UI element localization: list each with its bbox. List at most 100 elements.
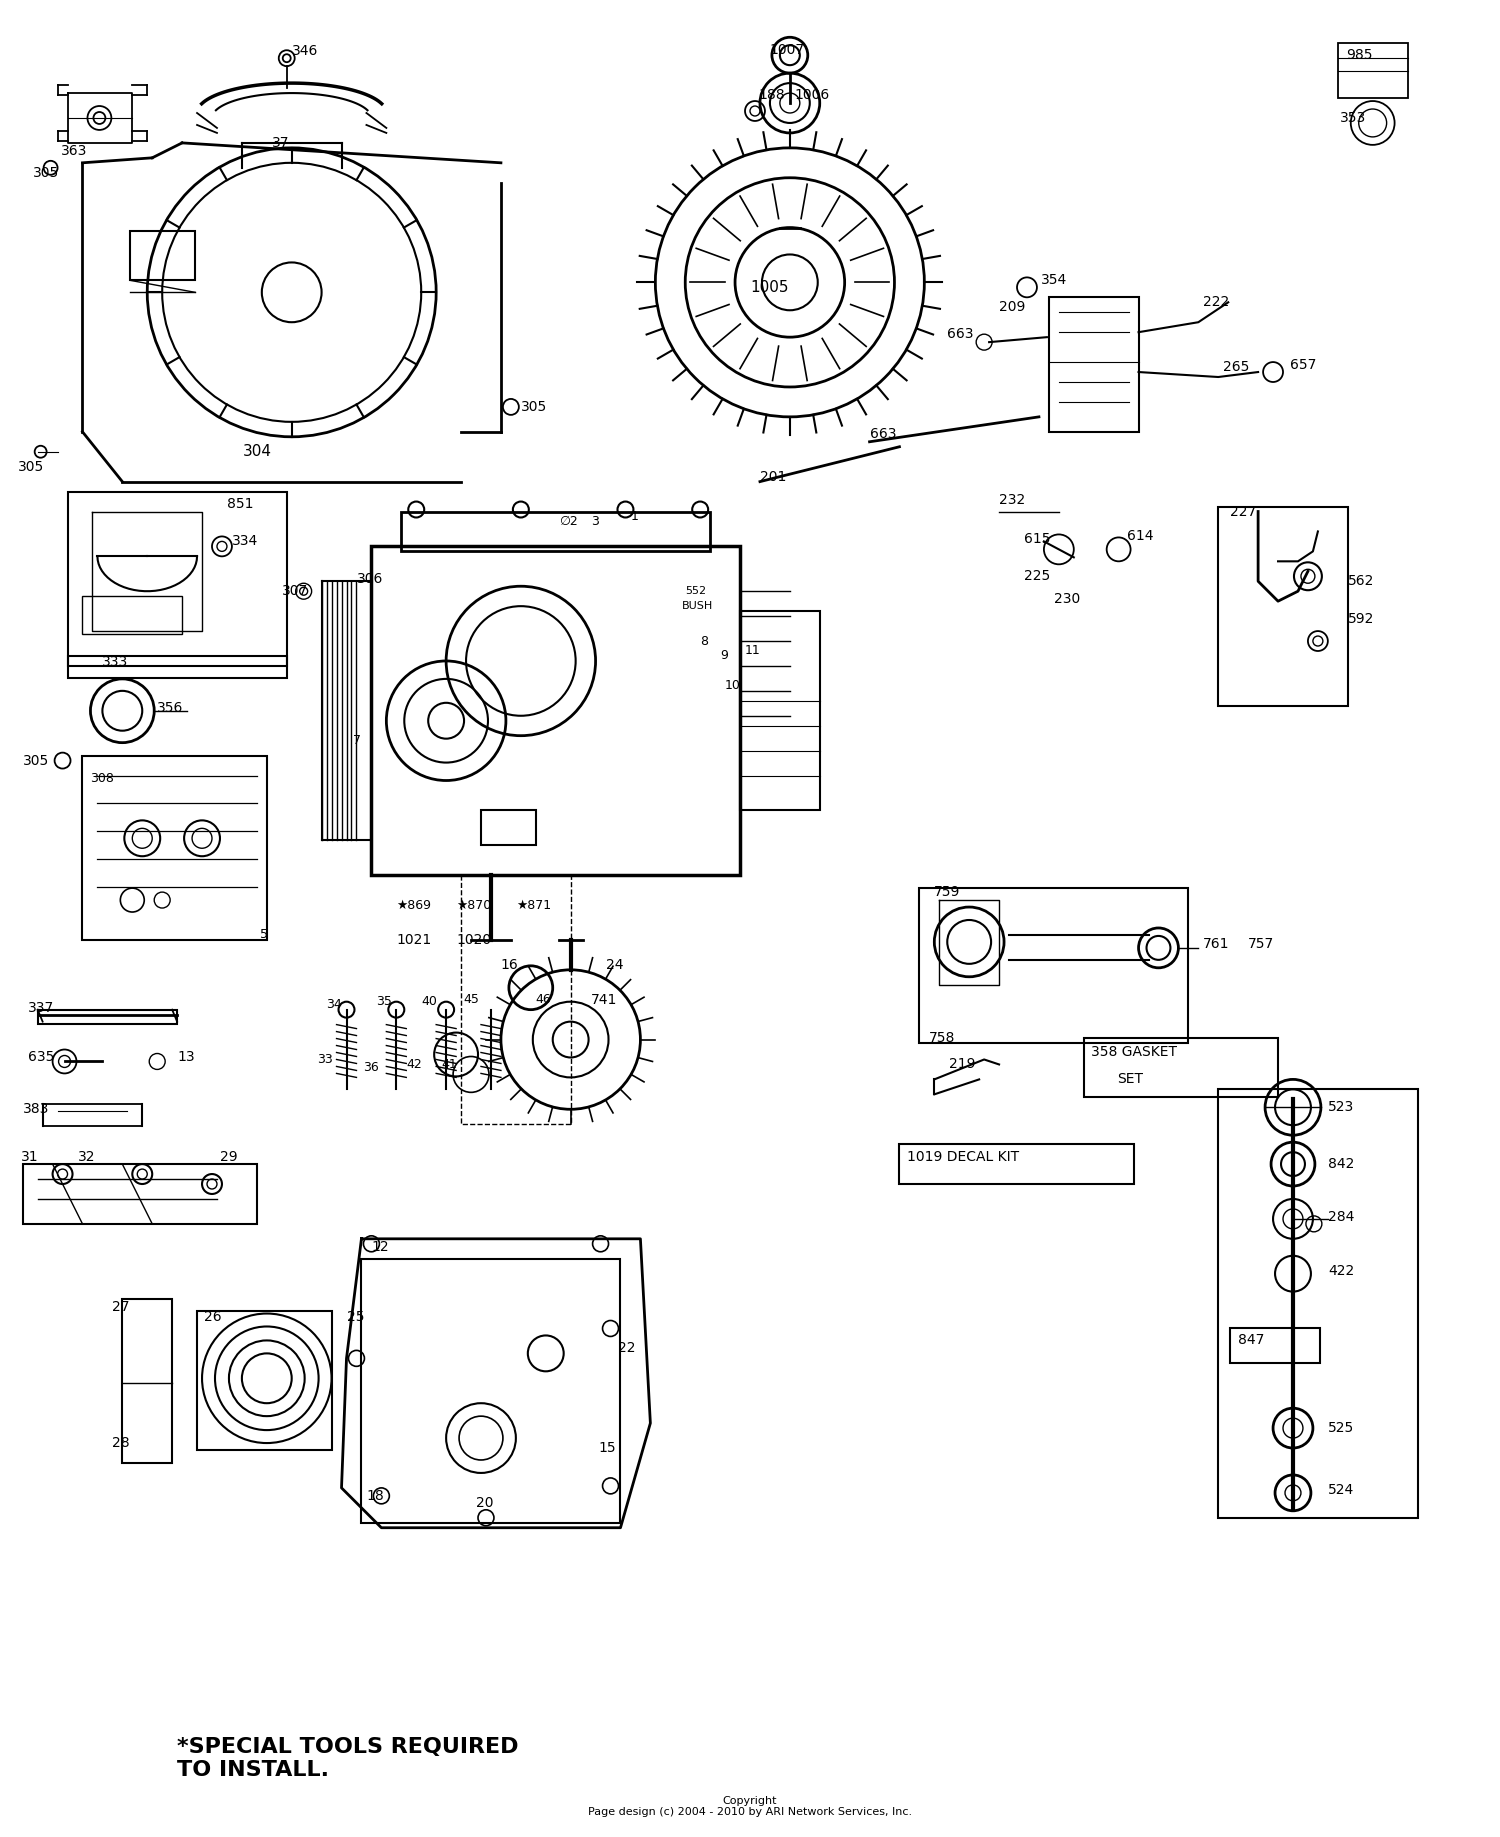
Text: 354: 354	[1041, 274, 1066, 287]
Bar	[38, 1010, 177, 1023]
Text: 552: 552	[686, 586, 706, 597]
Bar	[402, 511, 710, 551]
Text: 334: 334	[232, 535, 258, 549]
Text: 12: 12	[372, 1240, 388, 1255]
Text: 265: 265	[1222, 360, 1250, 375]
Bar	[1230, 1328, 1320, 1363]
Text: 985: 985	[1346, 48, 1372, 62]
Text: 1019 DECAL KIT: 1019 DECAL KIT	[908, 1150, 1020, 1165]
Text: 333: 333	[102, 656, 129, 669]
Bar	[22, 1165, 256, 1223]
Text: 741: 741	[591, 992, 616, 1007]
Text: 337: 337	[27, 1001, 54, 1014]
Text: 31: 31	[21, 1150, 39, 1165]
Text: BUSH: BUSH	[682, 601, 714, 612]
Text: 18: 18	[366, 1488, 384, 1503]
Text: 37: 37	[272, 136, 290, 151]
Text: 356: 356	[158, 700, 183, 715]
Text: 1006: 1006	[795, 88, 830, 103]
Text: 1020: 1020	[456, 933, 490, 946]
Text: 306: 306	[357, 573, 382, 586]
Text: 851: 851	[226, 496, 254, 511]
Text: *SPECIAL TOOLS REQUIRED
TO INSTALL.: *SPECIAL TOOLS REQUIRED TO INSTALL.	[177, 1738, 519, 1780]
Text: 847: 847	[1238, 1334, 1264, 1347]
Text: 29: 29	[220, 1150, 237, 1165]
Bar	[900, 1144, 1134, 1185]
Bar	[920, 887, 1188, 1043]
Text: 308: 308	[90, 772, 114, 784]
Bar	[42, 1104, 142, 1126]
Text: 1: 1	[630, 511, 639, 524]
Text: Copyright
Page design (c) 2004 - 2010 by ARI Network Services, Inc.: Copyright Page design (c) 2004 - 2010 by…	[588, 1797, 912, 1817]
Bar	[68, 492, 286, 667]
Text: 1005: 1005	[750, 279, 789, 296]
Text: 3: 3	[591, 514, 598, 527]
Text: 305: 305	[33, 165, 58, 180]
Bar	[82, 755, 267, 941]
Text: ★869: ★869	[396, 898, 432, 911]
Text: 227: 227	[1230, 505, 1257, 518]
Text: 22: 22	[618, 1341, 636, 1356]
Text: 761: 761	[1203, 937, 1230, 952]
Text: 15: 15	[598, 1440, 616, 1455]
Text: 346: 346	[291, 44, 318, 59]
Text: 32: 32	[78, 1150, 94, 1165]
Text: 562: 562	[1348, 575, 1374, 588]
Text: 24: 24	[606, 957, 622, 972]
Text: ★871: ★871	[516, 898, 550, 911]
Text: 188: 188	[758, 88, 784, 103]
Bar	[1084, 1038, 1278, 1097]
Text: 1007: 1007	[770, 44, 806, 57]
Text: 305: 305	[520, 400, 548, 413]
Text: 41: 41	[441, 1058, 458, 1071]
Text: ∅2: ∅2	[558, 514, 578, 527]
Text: 305: 305	[18, 459, 44, 474]
Text: 28: 28	[112, 1437, 130, 1449]
Text: 663: 663	[948, 327, 974, 342]
Text: 219: 219	[950, 1058, 976, 1071]
Text: 7: 7	[354, 735, 362, 748]
Bar	[1218, 1089, 1417, 1517]
Text: 33: 33	[316, 1053, 333, 1065]
Text: 20: 20	[476, 1495, 494, 1510]
Text: 27: 27	[112, 1299, 130, 1313]
Bar	[196, 1310, 332, 1449]
Text: 842: 842	[1328, 1157, 1354, 1170]
Text: 383: 383	[22, 1102, 50, 1117]
Bar	[1048, 298, 1138, 432]
Text: 1021: 1021	[396, 933, 432, 946]
Text: 422: 422	[1328, 1264, 1354, 1279]
Text: 758: 758	[930, 1031, 956, 1045]
Text: 230: 230	[1054, 592, 1080, 606]
Text: 36: 36	[363, 1062, 380, 1075]
Text: 5: 5	[260, 928, 268, 941]
Text: 759: 759	[934, 885, 960, 898]
Bar	[82, 597, 182, 634]
Bar	[372, 546, 740, 874]
Text: 25: 25	[346, 1310, 364, 1323]
Text: 635: 635	[27, 1051, 54, 1064]
Text: 209: 209	[999, 299, 1026, 314]
Bar	[1338, 44, 1407, 97]
Text: 42: 42	[406, 1058, 422, 1071]
Text: 305: 305	[22, 753, 50, 768]
Text: 757: 757	[1248, 937, 1275, 952]
Text: 304: 304	[243, 445, 272, 459]
Text: 353: 353	[1340, 110, 1366, 125]
Bar	[68, 656, 286, 678]
Bar	[740, 612, 819, 810]
Text: 524: 524	[1328, 1482, 1354, 1497]
Text: 13: 13	[177, 1051, 195, 1064]
Text: ★870: ★870	[456, 898, 492, 911]
Text: 232: 232	[999, 492, 1026, 507]
Text: 657: 657	[1290, 358, 1317, 373]
Bar	[130, 231, 195, 281]
Text: 284: 284	[1328, 1211, 1354, 1223]
Text: 358 GASKET: 358 GASKET	[1090, 1045, 1176, 1058]
Text: 307: 307	[282, 584, 308, 599]
Bar	[482, 810, 536, 845]
Text: 40: 40	[422, 996, 436, 1009]
Text: 615: 615	[1024, 533, 1050, 546]
Bar	[362, 1258, 621, 1523]
Text: 26: 26	[204, 1310, 222, 1323]
